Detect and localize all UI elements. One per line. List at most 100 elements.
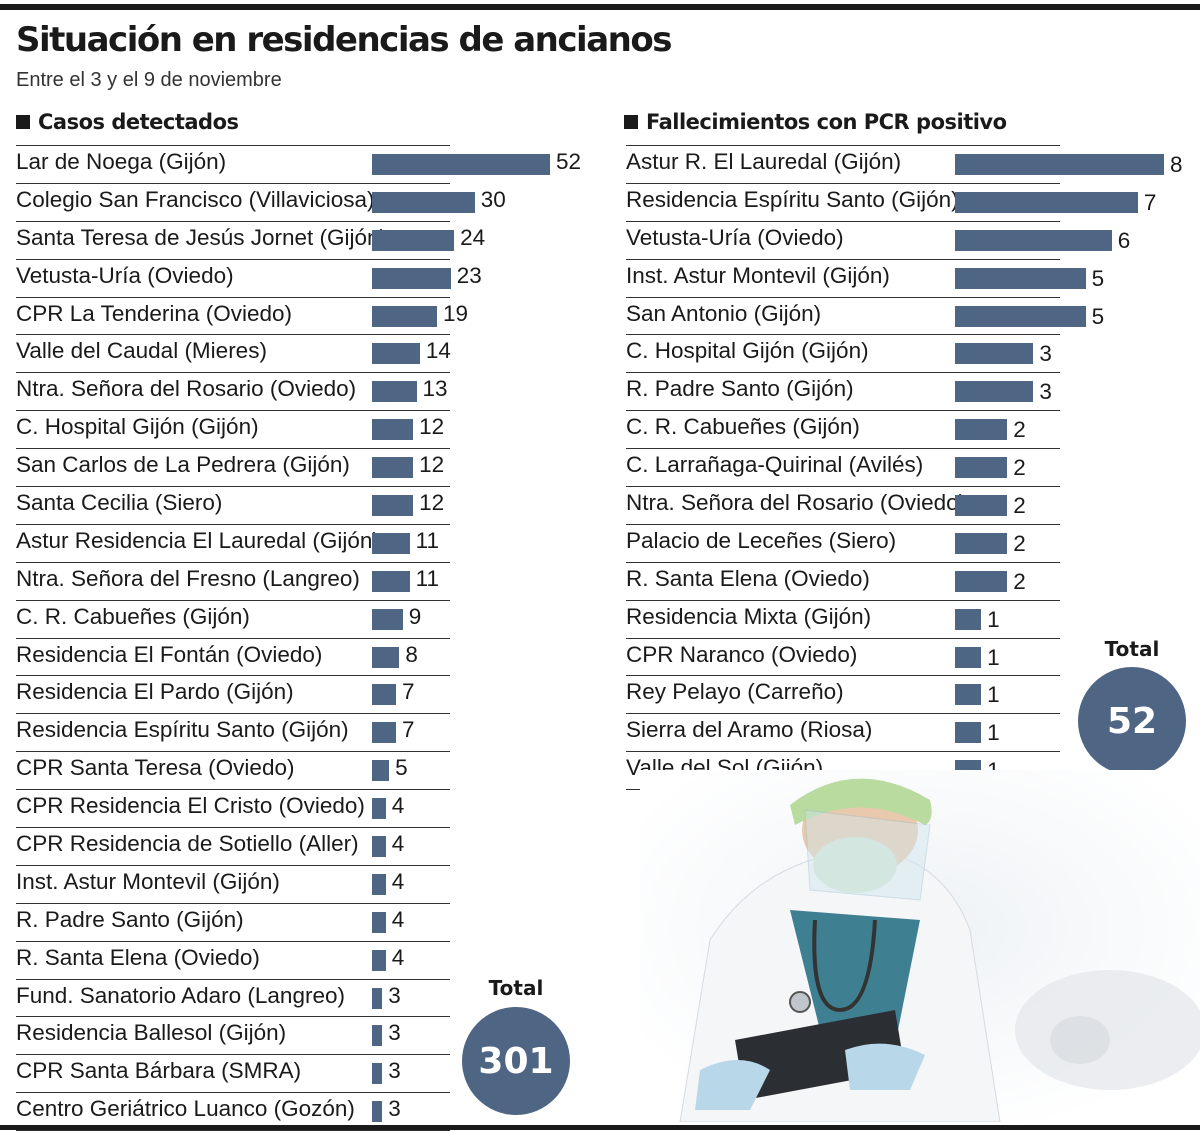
bar-value: 6 xyxy=(1117,227,1131,253)
bar-row: CPR La Tenderina (Oviedo) 19 xyxy=(16,296,468,335)
bar-row: Sierra del Aramo (Riosa) 1 xyxy=(626,713,1060,751)
top-rule xyxy=(0,4,1200,10)
bar-row: Residencia Espíritu Santo (Gijón) 7 xyxy=(626,182,1156,221)
bar-row: CPR Santa Teresa (Oviedo) 5 xyxy=(16,751,450,789)
bar-value: 2 xyxy=(1013,417,1026,443)
bar-row: Santa Cecilia (Siero) 12 xyxy=(16,486,450,524)
bar-label: Santa Teresa de Jesús Jornet (Gijón) xyxy=(16,224,388,250)
bar-label: Sierra del Aramo (Riosa) xyxy=(626,717,873,743)
bar-value: 2 xyxy=(1013,530,1026,556)
bar-value: 11 xyxy=(415,565,439,591)
bar-value: 14 xyxy=(425,338,451,364)
bar xyxy=(955,570,1008,592)
bar-row: R. Santa Elena (Oviedo) 4 xyxy=(16,940,450,979)
bar-value: 1 xyxy=(987,606,1000,632)
bar-row: San Antonio (Gijón) 5 xyxy=(626,296,1104,335)
bar-value: 2 xyxy=(1013,455,1026,481)
bar-label: C. Hospital Gijón (Gijón) xyxy=(626,338,869,364)
bar-label: Residencia Ballesol (Gijón) xyxy=(16,1020,287,1046)
bar-label: Residencia El Pardo (Gijón) xyxy=(16,679,294,705)
bar-row: R. Padre Santo (Gijón) 4 xyxy=(16,902,450,941)
bar xyxy=(955,381,1034,403)
bar xyxy=(372,684,396,706)
bar-row: C. Larrañaga-Quirinal (Avilés) 2 xyxy=(626,448,1060,486)
bar-value: 1 xyxy=(987,644,1000,670)
bar-value: 4 xyxy=(391,793,405,819)
cases-chart: Lar de Noega (Gijón) 52 Colegio San Franci… xyxy=(16,145,581,1131)
bar-row: C. Hospital Gijón (Gijón) 12 xyxy=(16,410,450,448)
cases-header: Casos detectados xyxy=(16,110,239,134)
bar-label: C. R. Cabueñes (Gijón) xyxy=(626,414,860,440)
bar-label: CPR Santa Bárbara (SMRA) xyxy=(16,1058,302,1084)
bar xyxy=(372,949,386,971)
bar-row: Astur Residencia El Lauredal (Gijón) 11 xyxy=(16,523,450,562)
bar-row: Lar de Noega (Gijón) 52 xyxy=(16,145,581,183)
bar-row: Valle del Caudal (Mieres) 14 xyxy=(16,334,451,372)
bar-value: 52 xyxy=(556,149,582,174)
bar xyxy=(955,191,1138,213)
bar-row: Ntra. Señora del Fresno (Langreo) 11 xyxy=(16,561,450,600)
deaths-chart: Astur R. El Lauredal (Gijón) 8 Residencia … xyxy=(626,145,1183,791)
bar-row: C. R. Cabueñes (Gijón) 2 xyxy=(626,410,1060,448)
bar-label: Ntra. Señora del Rosario (Oviedo) xyxy=(626,490,967,516)
bar-row: Residencia Ballesol (Gijón) 3 xyxy=(16,1016,450,1054)
bar-row: Fund. Sanatorio Adaro (Langreo) 3 xyxy=(16,978,450,1017)
bar-value: 2 xyxy=(1013,493,1026,519)
bar-value: 24 xyxy=(460,224,486,250)
deaths-total-label: Total xyxy=(1104,637,1160,661)
bar-value: 7 xyxy=(1143,189,1157,215)
bar-row: R. Padre Santo (Gijón) 3 xyxy=(626,372,1060,410)
bar-label: R. Padre Santo (Gijón) xyxy=(626,376,854,402)
bar-value: 9 xyxy=(408,603,422,629)
cases-total-badge: 301 xyxy=(462,1007,570,1115)
bar-label: CPR Residencia El Cristo (Oviedo) xyxy=(16,793,365,819)
bar-label: Vetusta-Uría (Oviedo) xyxy=(16,262,234,288)
bar-value: 30 xyxy=(480,186,506,212)
bar-label: CPR Naranco (Oviedo) xyxy=(626,641,858,667)
bar-row: Palacio de Leceñes (Siero) 2 xyxy=(626,523,1060,562)
bar xyxy=(372,1101,383,1123)
stethoscope xyxy=(812,919,877,1013)
bar xyxy=(955,608,982,630)
gloved-hand-right xyxy=(845,1043,925,1090)
bar-value: 8 xyxy=(405,641,418,667)
bar-label: Ntra. Señora del Fresno (Langreo) xyxy=(16,565,360,591)
bar xyxy=(955,457,1008,479)
bar-row: San Carlos de La Pedrera (Gijón) 12 xyxy=(16,448,450,486)
bar-row: Residencia Mixta (Gijón) 1 xyxy=(626,599,1060,638)
square-bullet-icon xyxy=(624,115,638,129)
bar-row: Vetusta-Uría (Oviedo) 6 xyxy=(626,220,1130,259)
bar xyxy=(955,646,982,668)
surgical-cap xyxy=(790,778,932,825)
bar xyxy=(372,495,414,517)
bar-label: Palacio de Leceñes (Siero) xyxy=(626,527,897,553)
square-bullet-icon xyxy=(16,115,30,129)
bar-label: C. R. Cabueñes (Gijón) xyxy=(16,603,250,629)
bar-row: CPR Santa Bárbara (SMRA) 3 xyxy=(16,1054,450,1092)
bar-label: Residencia El Fontán (Oviedo) xyxy=(16,641,323,667)
bar-value: 19 xyxy=(443,300,469,326)
bar-value: 7 xyxy=(401,679,415,705)
bar-row: Ntra. Señora del Rosario (Oviedo) 2 xyxy=(626,486,1060,524)
bar-row: Santa Teresa de Jesús Jornet (Gijón) 24 xyxy=(16,220,485,259)
bar xyxy=(372,154,550,175)
bar-label: R. Padre Santo (Gijón) xyxy=(16,906,244,932)
bar xyxy=(372,1063,383,1085)
bar-value: 3 xyxy=(388,1096,401,1122)
deaths-total-value: 52 xyxy=(1106,700,1158,742)
bar-label: Residencia Espíritu Santo (Gijón) xyxy=(626,186,959,212)
bar-value: 3 xyxy=(388,1020,401,1046)
bar xyxy=(372,229,455,251)
bar xyxy=(955,229,1112,251)
bar xyxy=(372,760,390,782)
bar xyxy=(372,873,386,895)
bar-row: Inst. Astur Montevil (Gijón) 4 xyxy=(16,864,450,903)
bar-label: Santa Cecilia (Siero) xyxy=(16,490,223,516)
bar xyxy=(955,419,1008,441)
cases-title: Casos detectados xyxy=(38,110,239,134)
patient xyxy=(1015,970,1200,1090)
bar-value: 1 xyxy=(987,682,1000,708)
bar-row: Residencia Espíritu Santo (Gijón) 7 xyxy=(16,713,450,751)
bar-row: Ntra. Señora del Rosario (Oviedo) 13 xyxy=(16,372,450,410)
bar-label: Astur Residencia El Lauredal (Gijón) xyxy=(16,527,380,553)
